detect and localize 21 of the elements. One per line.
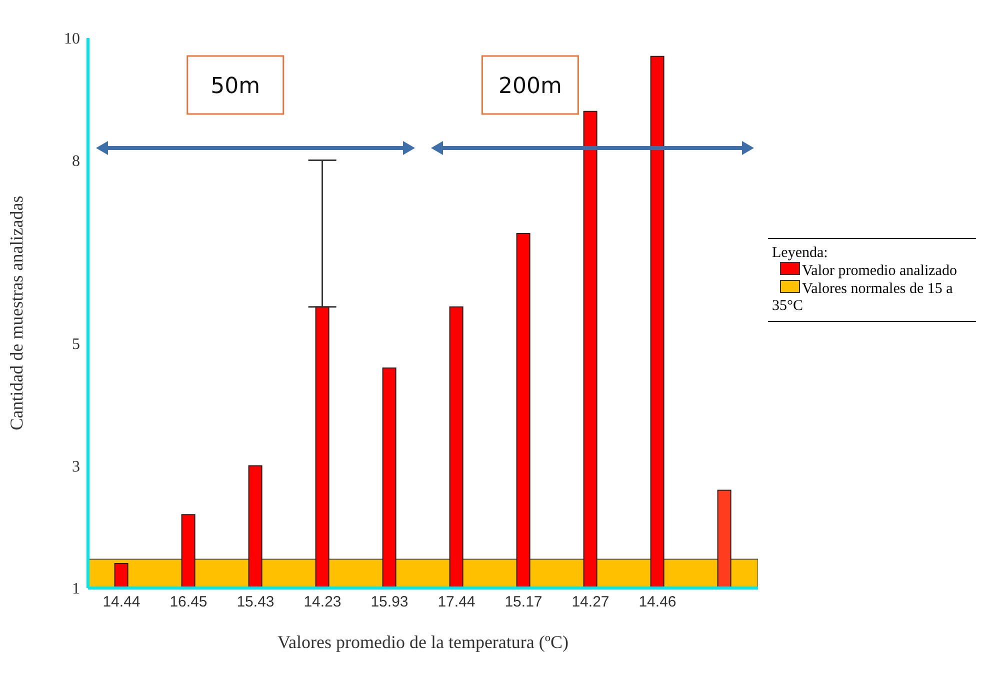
annotation: 200m	[498, 74, 562, 99]
legend-label: Valores normales de 15 a 35°C	[772, 280, 954, 315]
legend-label: Valor promedio analizado	[801, 262, 958, 280]
x-tick-label: 14.44	[102, 594, 140, 611]
x-tick-label: 16.45	[170, 594, 208, 611]
annotation: 50m	[210, 74, 260, 99]
y-tick-label: 3	[72, 458, 80, 476]
x-tick-label: 15.43	[236, 594, 274, 611]
x-tick-label: 14.27	[572, 594, 610, 611]
y-tick-label: 8	[72, 152, 80, 170]
x-tick-label: 14.23	[304, 594, 342, 611]
x-tick-label: 14.46	[638, 594, 676, 611]
x-axis-title: Valores promedio de la temperatura (ºC)	[278, 632, 568, 652]
y-axis-title: Cantidad de muestras analizadas	[6, 196, 26, 430]
legend-title: Leyenda:	[772, 245, 829, 262]
x-tick-label: 15.17	[504, 594, 542, 611]
y-tick-label: 5	[72, 336, 80, 354]
x-tick-label: 15.93	[370, 594, 408, 611]
y-tick-label: 10	[64, 30, 80, 48]
x-tick-label: 17.44	[438, 594, 476, 611]
y-tick-label: 1	[72, 580, 80, 598]
